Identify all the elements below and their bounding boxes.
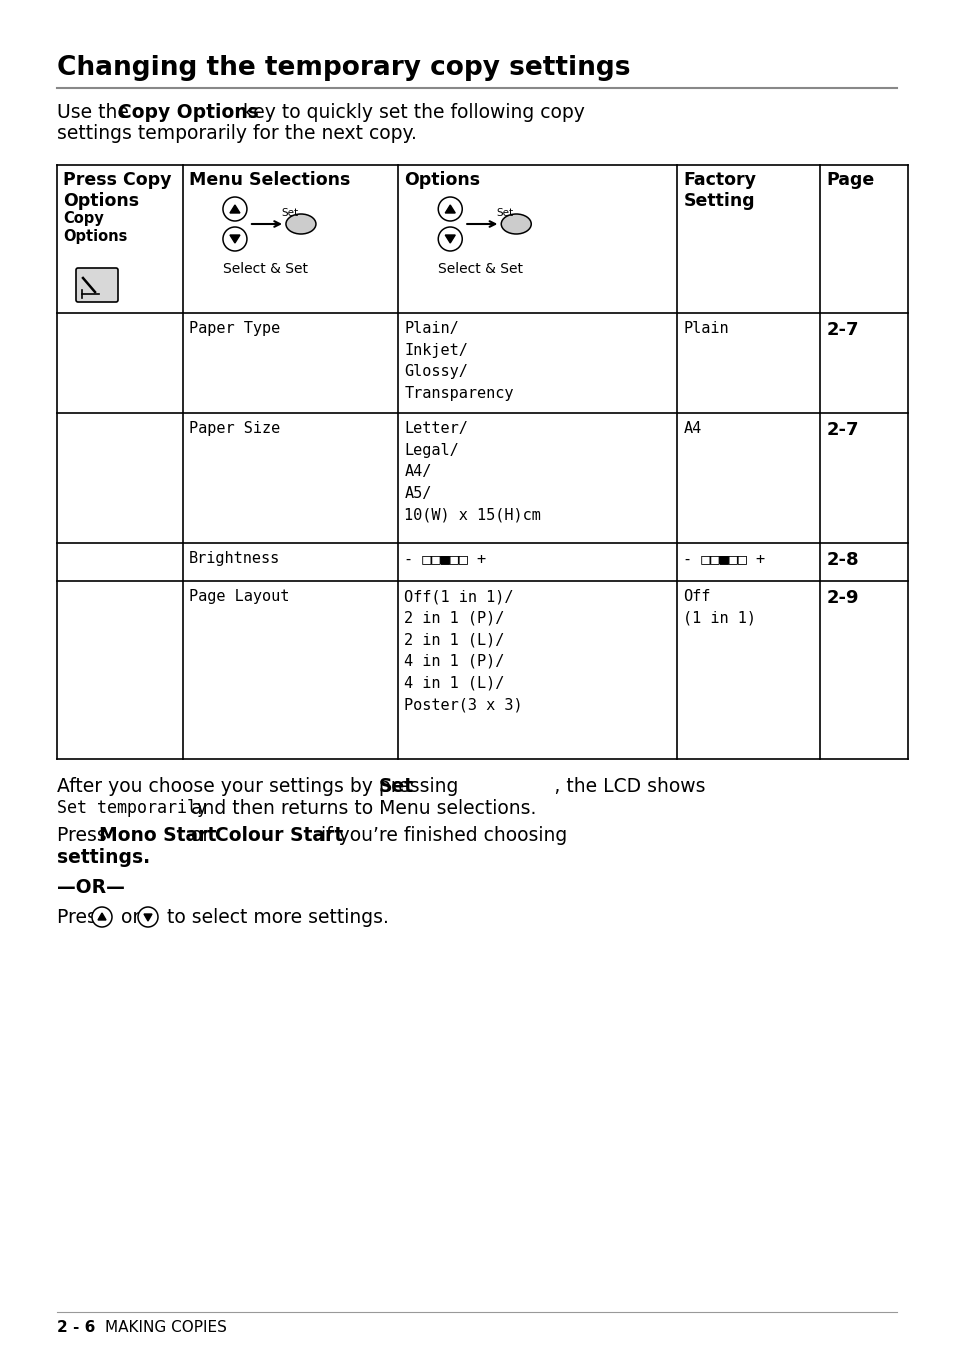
Text: 2-7: 2-7 bbox=[825, 320, 858, 339]
Text: After you choose your settings by pressing                , the LCD shows: After you choose your settings by pressi… bbox=[57, 777, 705, 796]
Text: Plain: Plain bbox=[682, 320, 728, 337]
Text: Off(1 in 1)/
2 in 1 (P)/
2 in 1 (L)/
4 in 1 (P)/
4 in 1 (L)/
Poster(3 x 3): Off(1 in 1)/ 2 in 1 (P)/ 2 in 1 (L)/ 4 i… bbox=[404, 589, 522, 713]
Text: Colour Start: Colour Start bbox=[214, 826, 343, 845]
Text: Select & Set: Select & Set bbox=[437, 262, 522, 276]
Circle shape bbox=[223, 197, 247, 220]
FancyBboxPatch shape bbox=[76, 268, 118, 301]
Text: Letter/
Legal/
A4/
A5/
10(W) x 15(H)cm: Letter/ Legal/ A4/ A5/ 10(W) x 15(H)cm bbox=[404, 420, 540, 522]
Text: —OR—: —OR— bbox=[57, 877, 125, 896]
Text: - □□■□□ +: - □□■□□ + bbox=[404, 552, 486, 566]
Text: Set temporarily: Set temporarily bbox=[57, 799, 207, 817]
Text: or: or bbox=[115, 909, 146, 927]
Text: Plain/
Inkjet/
Glossy/
Transparency: Plain/ Inkjet/ Glossy/ Transparency bbox=[404, 320, 514, 400]
Text: Changing the temporary copy settings: Changing the temporary copy settings bbox=[57, 55, 630, 81]
Text: Press Copy
Options: Press Copy Options bbox=[63, 170, 172, 211]
Text: Select & Set: Select & Set bbox=[223, 262, 308, 276]
Text: Copy
Options: Copy Options bbox=[63, 211, 128, 243]
Text: Brightness: Brightness bbox=[189, 552, 280, 566]
Ellipse shape bbox=[286, 214, 315, 234]
Circle shape bbox=[138, 907, 158, 927]
Text: Off
(1 in 1): Off (1 in 1) bbox=[682, 589, 756, 626]
Text: 2-9: 2-9 bbox=[825, 589, 858, 607]
Text: 2-8: 2-8 bbox=[825, 552, 858, 569]
Text: Mono Start: Mono Start bbox=[99, 826, 216, 845]
Text: Press: Press bbox=[57, 826, 112, 845]
Circle shape bbox=[91, 907, 112, 927]
Text: - □□■□□ +: - □□■□□ + bbox=[682, 552, 764, 566]
Polygon shape bbox=[144, 914, 152, 921]
Polygon shape bbox=[445, 235, 455, 243]
Polygon shape bbox=[98, 913, 106, 919]
Text: A4: A4 bbox=[682, 420, 700, 435]
Text: Use the                   key to quickly set the following copy: Use the key to quickly set the following… bbox=[57, 103, 584, 122]
Polygon shape bbox=[230, 235, 240, 243]
Text: Page Layout: Page Layout bbox=[189, 589, 289, 604]
Text: Paper Type: Paper Type bbox=[189, 320, 280, 337]
Circle shape bbox=[437, 197, 462, 220]
Text: settings.: settings. bbox=[57, 848, 150, 867]
Text: and then returns to Menu selections.: and then returns to Menu selections. bbox=[185, 799, 536, 818]
Polygon shape bbox=[230, 206, 240, 214]
Text: if you’re finished choosing: if you’re finished choosing bbox=[314, 826, 567, 845]
Text: Page: Page bbox=[825, 170, 874, 189]
Circle shape bbox=[223, 227, 247, 251]
Text: 2 - 6: 2 - 6 bbox=[57, 1320, 95, 1334]
Text: Menu Selections: Menu Selections bbox=[189, 170, 350, 189]
Ellipse shape bbox=[500, 214, 531, 234]
Polygon shape bbox=[445, 206, 455, 214]
Text: Factory
Setting: Factory Setting bbox=[682, 170, 756, 211]
Text: Set: Set bbox=[496, 208, 513, 218]
Text: or: or bbox=[185, 826, 216, 845]
Circle shape bbox=[437, 227, 462, 251]
Text: 2-7: 2-7 bbox=[825, 420, 858, 439]
Text: MAKING COPIES: MAKING COPIES bbox=[105, 1320, 227, 1334]
Text: settings temporarily for the next copy.: settings temporarily for the next copy. bbox=[57, 124, 416, 143]
Text: Options: Options bbox=[404, 170, 480, 189]
Text: Copy Options: Copy Options bbox=[118, 103, 258, 122]
Text: Set: Set bbox=[280, 208, 297, 218]
Text: Set: Set bbox=[378, 777, 414, 796]
Text: Press: Press bbox=[57, 909, 112, 927]
Text: to select more settings.: to select more settings. bbox=[161, 909, 389, 927]
Text: Paper Size: Paper Size bbox=[189, 420, 280, 435]
